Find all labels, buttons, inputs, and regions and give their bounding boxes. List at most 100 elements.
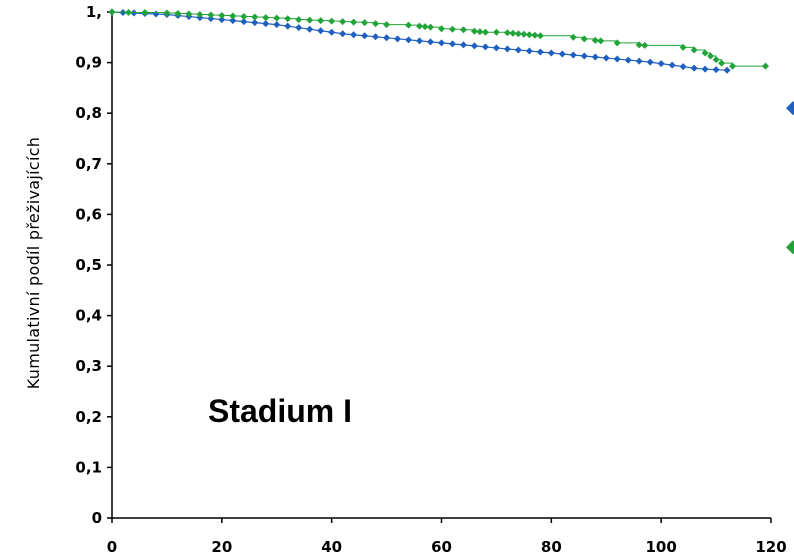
series-1-point bbox=[438, 39, 445, 47]
series-layer bbox=[108, 8, 770, 74]
series-2-point bbox=[591, 36, 599, 44]
series-1-point bbox=[394, 35, 402, 43]
series-1-point bbox=[481, 43, 489, 51]
series-2-point bbox=[251, 13, 259, 21]
legend-marker-1 bbox=[786, 101, 794, 116]
series-2-point bbox=[383, 21, 391, 29]
series-2-point bbox=[569, 33, 577, 41]
series-1-point bbox=[383, 34, 391, 42]
series-2-point bbox=[350, 18, 358, 26]
series-1-point bbox=[503, 45, 511, 53]
series-1-point bbox=[701, 65, 709, 73]
series-1-point bbox=[427, 38, 435, 46]
series-1-point bbox=[536, 48, 544, 56]
series-1-point bbox=[624, 56, 632, 64]
stadium-annotation: Stadium I bbox=[208, 393, 352, 429]
series-1-point bbox=[723, 66, 731, 74]
series-2-point bbox=[641, 41, 649, 49]
series-2-point bbox=[580, 35, 588, 43]
series-2-point bbox=[196, 11, 204, 19]
series-2-point bbox=[339, 18, 347, 26]
series-1-point bbox=[492, 44, 500, 52]
series-2-point bbox=[470, 27, 478, 35]
series-2-point bbox=[328, 17, 336, 25]
series-1-point bbox=[613, 55, 621, 63]
series-2-point bbox=[174, 10, 182, 18]
series-1-point bbox=[207, 15, 215, 23]
series-2-point bbox=[361, 19, 369, 27]
series-2-point bbox=[481, 28, 489, 36]
series-1-point bbox=[690, 64, 698, 72]
series-2-point bbox=[492, 28, 500, 36]
series-2-point bbox=[679, 43, 687, 51]
series-2-point bbox=[295, 16, 303, 24]
series-1-point bbox=[569, 51, 577, 59]
series-2-point bbox=[421, 23, 429, 31]
series-2-point bbox=[712, 56, 720, 64]
x-axis: 0 20 40 60 80 100 120 bbox=[107, 518, 787, 556]
series-2-point bbox=[729, 62, 737, 70]
series-1-point bbox=[405, 36, 413, 44]
series-2-point bbox=[476, 28, 484, 36]
y-tick-label: 0,3 bbox=[75, 357, 102, 375]
series-1-point bbox=[317, 27, 325, 35]
y-tick-label: 0,7 bbox=[75, 155, 102, 173]
y-tick-label: 0,1 bbox=[75, 458, 102, 476]
series-2-point bbox=[438, 25, 445, 33]
series-1-point bbox=[273, 21, 281, 29]
series-2-point bbox=[108, 8, 116, 16]
series-1-point bbox=[679, 63, 687, 71]
series-1-point bbox=[580, 52, 588, 60]
series-2-point bbox=[141, 9, 149, 17]
series-2-point bbox=[509, 29, 517, 37]
series-2-point bbox=[503, 29, 511, 37]
series-2-point bbox=[284, 15, 292, 23]
x-tick-label: 20 bbox=[211, 538, 232, 556]
y-tick-label: 0,8 bbox=[75, 104, 102, 122]
series-1-point bbox=[119, 9, 127, 17]
y-axis-title: Kumulativní podíl přeživajících bbox=[24, 137, 43, 389]
series-2-point bbox=[207, 11, 215, 19]
series-2-point bbox=[273, 14, 281, 22]
series-1-point bbox=[130, 9, 138, 17]
series-2-point bbox=[520, 30, 528, 38]
series-2-point bbox=[613, 39, 621, 47]
series-1-point bbox=[547, 49, 555, 57]
series-1-point bbox=[448, 40, 456, 48]
series-1-point bbox=[251, 19, 259, 27]
series-1-point bbox=[262, 20, 270, 28]
series-1-point bbox=[339, 30, 347, 38]
series-2-point bbox=[459, 26, 467, 34]
series-2-point bbox=[262, 14, 270, 22]
y-axis: 0 0,1 0,2 0,3 0,4 0,5 0,6 0,7 0,8 0,9 1, bbox=[75, 3, 112, 527]
series-1-point bbox=[646, 58, 654, 66]
series-1-point bbox=[712, 66, 720, 74]
x-tick-label: 100 bbox=[646, 538, 677, 556]
series-2-point bbox=[405, 21, 413, 29]
series-2-point bbox=[306, 16, 314, 24]
series-1-point bbox=[361, 32, 369, 40]
series-2-point bbox=[635, 41, 643, 49]
series-1-point bbox=[635, 57, 643, 65]
series-2-point bbox=[229, 12, 237, 20]
series-1-point bbox=[372, 33, 380, 41]
series-2-point bbox=[531, 31, 539, 39]
x-tick-label: 0 bbox=[107, 538, 117, 556]
series-1-point bbox=[657, 60, 665, 68]
series-2-point bbox=[427, 23, 435, 31]
y-tick-label: 0 bbox=[92, 509, 102, 527]
y-tick-label: 0,2 bbox=[75, 408, 102, 426]
series-1-point bbox=[295, 24, 303, 32]
series-2-point bbox=[718, 59, 726, 67]
y-tick-label: 0,9 bbox=[75, 54, 102, 72]
series-2-point bbox=[525, 31, 533, 39]
series-1-point bbox=[591, 53, 599, 61]
legend-markers bbox=[786, 101, 794, 255]
series-1-point bbox=[284, 22, 292, 30]
y-tick-label: 1, bbox=[86, 3, 102, 21]
series-1-point bbox=[668, 61, 676, 69]
series-2-point bbox=[597, 37, 605, 45]
series-2-point bbox=[372, 20, 380, 28]
series-1-point bbox=[416, 37, 424, 45]
